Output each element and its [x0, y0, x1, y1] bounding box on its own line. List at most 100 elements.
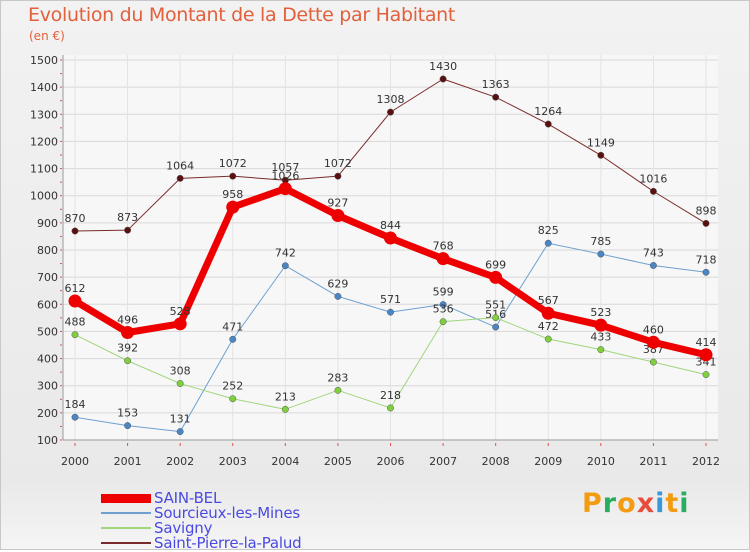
data-label-sourcieux-les-mines: 184	[65, 398, 86, 411]
data-label-sourcieux-les-mines: 718	[696, 253, 717, 266]
logo-letter: t	[665, 488, 680, 519]
logo-letter: r	[602, 488, 618, 519]
legend-label: Sourcieux-les-Mines	[154, 504, 300, 522]
x-tick-label: 2007	[429, 455, 457, 468]
data-point-sourcieux-les-mines	[597, 250, 605, 258]
y-minor-tick	[60, 73, 62, 75]
x-tick-label: 2011	[639, 455, 667, 468]
proxiti-logo: Proxiti	[582, 488, 690, 519]
data-label-sain-bel: 1026	[271, 170, 299, 183]
x-minor-tick	[705, 443, 707, 446]
data-label-saint-pierre-la-palud: 898	[696, 204, 717, 217]
data-label-savigny: 213	[275, 390, 296, 403]
y-minor-tick	[60, 317, 62, 319]
data-label-sain-bel: 496	[117, 314, 138, 327]
data-point-savigny	[439, 318, 447, 326]
y-tick-label: 1000	[30, 190, 58, 203]
data-label-sain-bel: 523	[590, 306, 611, 319]
data-point-sain-bel	[699, 348, 713, 362]
y-tick-label: 800	[37, 244, 58, 257]
data-point-sain-bel	[226, 200, 240, 214]
data-point-sain-bel	[384, 231, 397, 245]
data-point-sourcieux-les-mines	[544, 239, 552, 247]
y-minor-tick	[60, 181, 62, 183]
data-point-saint-pierre-la-palud	[702, 219, 710, 227]
x-tick-label: 2004	[271, 455, 299, 468]
data-label-sain-bel: 612	[65, 282, 86, 295]
y-tick-label: 1400	[30, 81, 58, 94]
data-label-saint-pierre-la-palud: 1149	[587, 136, 615, 149]
y-minor-tick	[60, 168, 62, 170]
data-point-savigny	[544, 335, 552, 343]
data-label-sourcieux-les-mines: 153	[117, 407, 138, 420]
x-tick-label: 2001	[114, 455, 142, 468]
data-label-savigny: 551	[485, 299, 506, 312]
data-point-sain-bel	[68, 294, 82, 308]
x-minor-tick	[337, 443, 339, 446]
data-label-savigny: 283	[327, 371, 348, 384]
x-minor-tick	[547, 443, 549, 446]
data-point-sourcieux-les-mines	[71, 413, 79, 421]
data-point-sourcieux-les-mines	[492, 323, 500, 331]
data-label-sain-bel: 414	[696, 336, 717, 349]
y-tick-label: 700	[37, 271, 58, 284]
data-label-sourcieux-les-mines: 471	[222, 320, 243, 333]
data-point-sourcieux-les-mines	[281, 262, 289, 270]
data-label-sourcieux-les-mines: 571	[380, 293, 401, 306]
x-tick-label: 2010	[587, 455, 615, 468]
y-tick-label: 1300	[30, 108, 58, 121]
x-tick-label: 2000	[61, 455, 89, 468]
data-point-sain-bel	[436, 252, 450, 266]
data-point-savigny	[334, 386, 342, 394]
y-tick-label: 400	[37, 353, 58, 366]
y-minor-tick	[60, 344, 62, 346]
data-point-sourcieux-les-mines	[439, 301, 447, 309]
y-minor-tick	[60, 358, 62, 360]
data-label-savigny: 341	[696, 356, 717, 369]
y-minor-tick	[60, 276, 62, 278]
data-label-saint-pierre-la-palud: 870	[65, 212, 86, 225]
data-point-saint-pierre-la-palud	[544, 120, 552, 128]
legend-label: Saint-Pierre-la-Palud	[154, 534, 302, 552]
data-point-sain-bel	[541, 306, 555, 320]
data-point-sain-bel	[121, 326, 135, 340]
y-tick-label: 1200	[30, 135, 58, 148]
y-tick-label: 600	[37, 298, 58, 311]
data-label-savigny: 472	[538, 320, 559, 333]
y-minor-tick	[60, 222, 62, 224]
data-label-saint-pierre-la-palud: 1072	[324, 157, 352, 170]
data-point-savigny	[387, 404, 394, 412]
legend-swatch	[101, 493, 151, 503]
chart-title: Evolution du Montant de la Dette par Hab…	[28, 4, 456, 26]
y-tick-label: 500	[37, 325, 58, 338]
data-label-sourcieux-les-mines: 825	[538, 224, 559, 237]
data-label-sourcieux-les-mines: 131	[170, 413, 191, 426]
data-point-saint-pierre-la-palud	[124, 226, 132, 234]
legend-swatch	[101, 527, 151, 529]
x-minor-tick	[284, 443, 286, 446]
y-minor-tick	[60, 127, 62, 129]
x-minor-tick	[127, 443, 129, 446]
chart-subtitle: (en €)	[29, 29, 65, 43]
data-point-sourcieux-les-mines	[229, 335, 237, 343]
data-label-sourcieux-les-mines: 785	[590, 235, 611, 248]
y-minor-tick	[60, 86, 62, 88]
y-minor-tick	[60, 249, 62, 251]
y-minor-tick	[60, 398, 62, 400]
legend-label: Savigny	[154, 519, 213, 537]
data-point-sourcieux-les-mines	[334, 292, 342, 300]
y-minor-tick	[60, 154, 62, 156]
data-label-sourcieux-les-mines: 599	[433, 286, 454, 299]
data-point-savigny	[597, 346, 605, 354]
data-point-saint-pierre-la-palud	[334, 172, 342, 180]
x-minor-tick	[600, 443, 602, 446]
data-point-savigny	[281, 405, 289, 413]
y-tick-label: 100	[37, 434, 58, 447]
y-minor-tick	[60, 412, 62, 414]
y-minor-tick	[60, 290, 62, 292]
data-label-savigny: 433	[590, 331, 611, 344]
y-tick-label: 1100	[30, 163, 58, 176]
data-label-savigny: 218	[380, 389, 401, 402]
data-label-saint-pierre-la-palud: 1064	[166, 159, 194, 172]
y-minor-tick	[60, 330, 62, 332]
